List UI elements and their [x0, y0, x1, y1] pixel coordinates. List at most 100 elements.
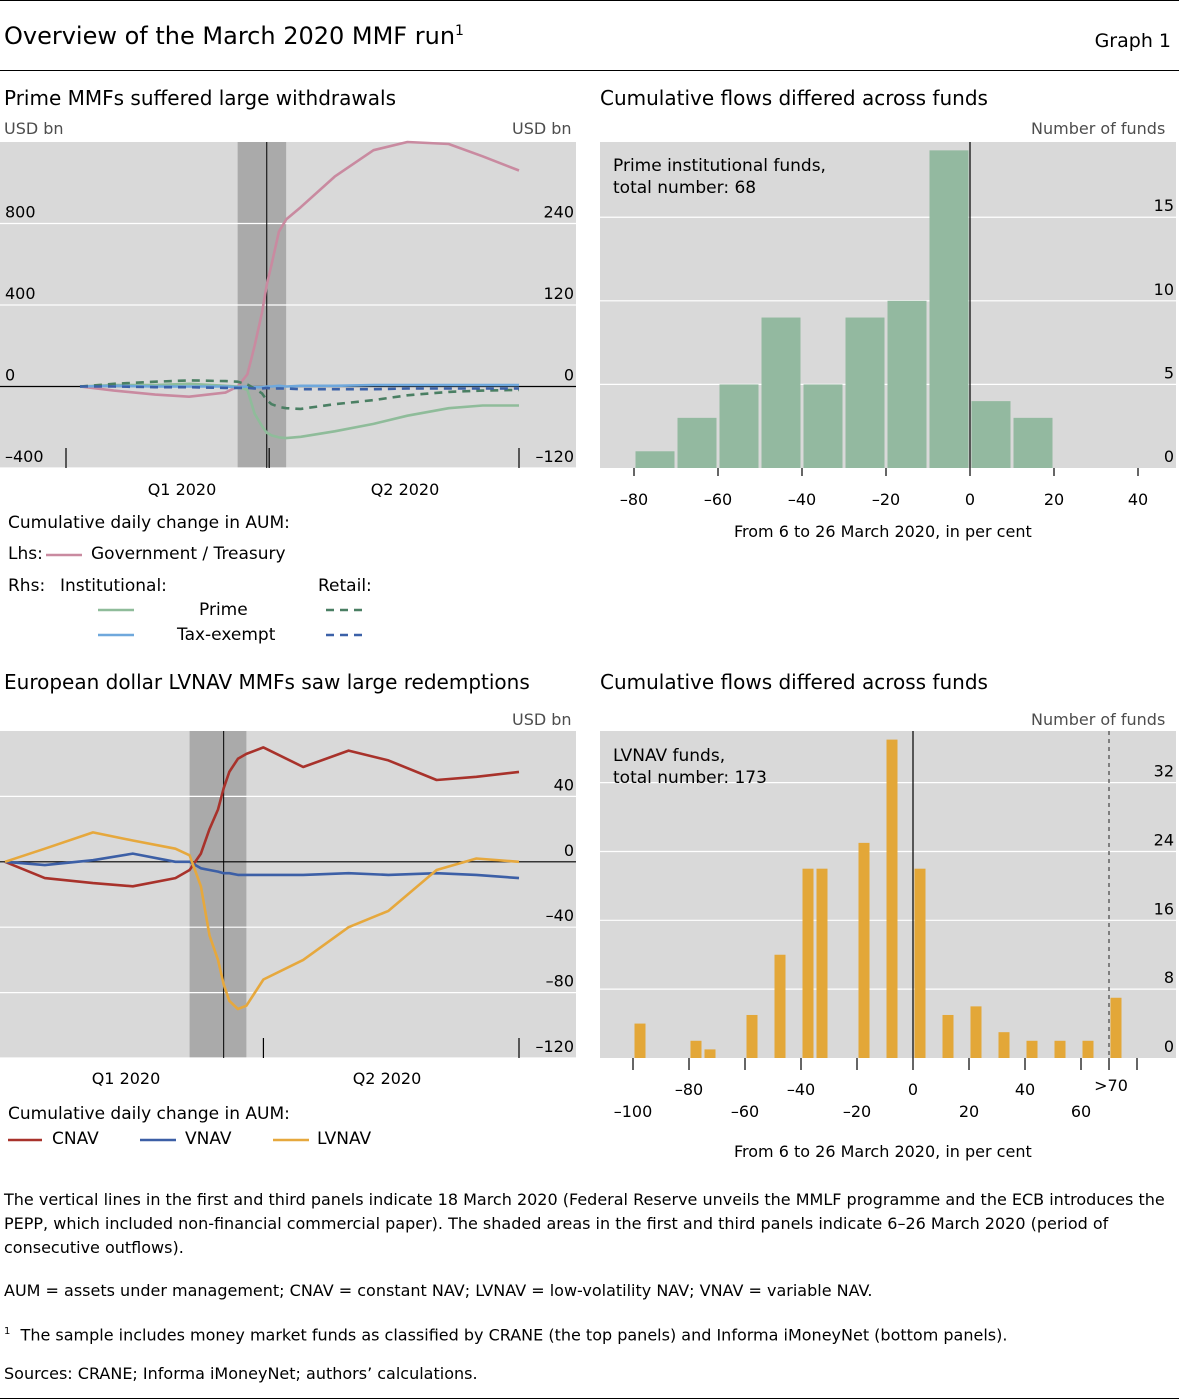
panel4-ytick-label: 24	[1154, 830, 1174, 849]
panel2-ytick-label: 15	[1154, 196, 1174, 215]
panel1-legend-retail: Retail:	[318, 576, 372, 596]
panel3-legend-lvnav: LVNAV	[317, 1129, 372, 1149]
panel1-series-line	[79, 379, 520, 411]
footnote-3: 1 The sample includes money market funds…	[4, 1325, 1008, 1345]
panel4-bar	[1054, 1040, 1066, 1058]
panel1-xtick-label: Q1 2020	[148, 480, 217, 499]
panel4-ytick-label: 8	[1164, 968, 1174, 987]
panel1-legend-prime: Prime	[199, 600, 248, 620]
panel4-bar	[970, 1006, 982, 1058]
panel1-series-line	[79, 382, 519, 440]
panel4-bar	[816, 868, 828, 1058]
panel3-title: European dollar LVNAV MMFs saw large red…	[4, 670, 530, 694]
panel1-ytick-left-label: 800	[5, 203, 36, 222]
panel4-ytick-label: 32	[1154, 762, 1174, 781]
panel1-ytick-right-label: 120	[543, 284, 574, 303]
panel4-bar	[690, 1040, 702, 1058]
panel3-ytick-label: 40	[554, 775, 574, 794]
graph-number: Graph 1	[1094, 30, 1171, 52]
panel1-ytick-right-label: –120	[535, 447, 574, 466]
panel3-legend-heading: Cumulative daily change in AUM:	[8, 1104, 290, 1124]
panel2-xtick-label: 40	[1128, 490, 1148, 509]
panel4-bar	[886, 739, 898, 1058]
panel3-xtick-label: Q2 2020	[353, 1069, 422, 1088]
panel1-ytick-right-label: 240	[543, 203, 574, 222]
panel2-xtick-label: –20	[872, 490, 900, 509]
panel4-annotation-1: LVNAV funds,	[613, 746, 726, 766]
panel4-bar	[914, 868, 926, 1058]
panel4-xlabel: From 6 to 26 March 2020, in per cent	[734, 1142, 1032, 1161]
panel2-bar	[803, 384, 843, 468]
footnote-4: Sources: CRANE; Informa iMoneyNet; autho…	[4, 1364, 478, 1383]
panel2-ytick-label: 10	[1154, 280, 1174, 299]
panel4-ytick-label: 0	[1164, 1037, 1174, 1056]
panel2-bar	[929, 150, 969, 468]
panel4-bar	[1082, 1040, 1094, 1058]
bottom-rule	[0, 1398, 1179, 1399]
panel1-series-line	[80, 385, 519, 391]
panel4-xtick-label: 0	[908, 1080, 918, 1099]
panel4-xtick-label: –40	[787, 1080, 815, 1099]
panel3-series-line	[4, 852, 520, 880]
panel1-legend-gov: Government / Treasury	[91, 544, 286, 564]
panel4-bar	[746, 1014, 758, 1058]
panel2-bar	[677, 417, 717, 468]
panel4-bar	[802, 868, 814, 1058]
panel2-ytick-label: 0	[1164, 447, 1174, 466]
footnote-2: AUM = assets under management; CNAV = co…	[4, 1281, 873, 1300]
panel1-legend-taxexempt: Tax-exempt	[177, 625, 276, 645]
panel3-series-line	[4, 746, 520, 888]
panel2-bar	[887, 300, 927, 468]
panel4-bar	[858, 842, 870, 1058]
panel4-xtick-label: >70	[1094, 1076, 1128, 1095]
top-rule	[0, 0, 1179, 1]
panel4-bar	[774, 954, 786, 1058]
graph-title: Overview of the March 2020 MMF run1	[4, 22, 464, 50]
panel2-annotation-1: Prime institutional funds,	[613, 156, 826, 176]
panel3-ytick-label: 0	[564, 841, 574, 860]
panel2-xtick-label: 0	[965, 490, 975, 509]
panel1-ytick-left-label: 400	[5, 284, 36, 303]
panel2-bar	[719, 384, 759, 468]
panel2-xtick-label: –60	[704, 490, 732, 509]
panel4-xtick-label: –20	[843, 1102, 871, 1121]
panel4-bar	[1026, 1040, 1038, 1058]
panel2-bar	[845, 317, 885, 468]
panel2-annotation-2: total number: 68	[613, 178, 757, 198]
panel2-bar	[1013, 417, 1053, 468]
panel1-ytick-left-label: –400	[5, 447, 44, 466]
panel2-title: Cumulative flows differed across funds	[600, 86, 988, 110]
panel4-xtick-label: –60	[731, 1102, 759, 1121]
panel4-unit: Number of funds	[1031, 710, 1166, 729]
panel4-bar	[704, 1049, 716, 1058]
panel2-ytick-label: 5	[1164, 363, 1174, 382]
panel4-xtick-label: –100	[614, 1102, 653, 1121]
panel4-annotation-2: total number: 173	[613, 768, 767, 788]
panel3-shaded-period	[189, 731, 247, 1058]
panel1-xtick-label: Q2 2020	[371, 480, 440, 499]
panel1-legend-heading: Cumulative daily change in AUM:	[8, 513, 290, 533]
title-rule	[0, 70, 1179, 71]
panel1-series-line	[79, 140, 520, 399]
panel4-bar	[634, 1023, 646, 1058]
panel3-ytick-label: –40	[546, 906, 574, 925]
panel3-legend-vnav: VNAV	[185, 1129, 232, 1149]
panel3-unit: USD bn	[512, 710, 572, 729]
panel4-xtick-label: 60	[1071, 1102, 1091, 1121]
panel4-xtick-label: –80	[675, 1080, 703, 1099]
panel2-chart: 0 5 10 15 –80 –60 –40 –20 0 20 40	[600, 142, 1176, 509]
panel4-bar	[942, 1014, 954, 1058]
panel3-ytick-label: –120	[535, 1037, 574, 1056]
panel3-ytick-label: –80	[546, 972, 574, 991]
panel3-legend-cnav: CNAV	[52, 1129, 99, 1149]
panel4-bar	[1110, 997, 1122, 1058]
panel2-xtick-label: 20	[1044, 490, 1064, 509]
panel3-chart: –120 –80 –40 0 40 Q1 2020 Q2 2020	[0, 731, 576, 1142]
panel1-legend-rhs: Rhs:	[8, 576, 46, 596]
panel2-bar	[635, 451, 675, 468]
panel2-xtick-label: –40	[788, 490, 816, 509]
panel4-chart: 0 8 16 24 32 –80 –40 0 40 >70 –100 –60 –20 20 60	[600, 731, 1176, 1121]
panel1-chart: –400 0 400 800 –120 0 120 240 Q1 2020 Q2 2020	[0, 140, 576, 637]
panel4-ytick-label: 16	[1154, 899, 1174, 918]
